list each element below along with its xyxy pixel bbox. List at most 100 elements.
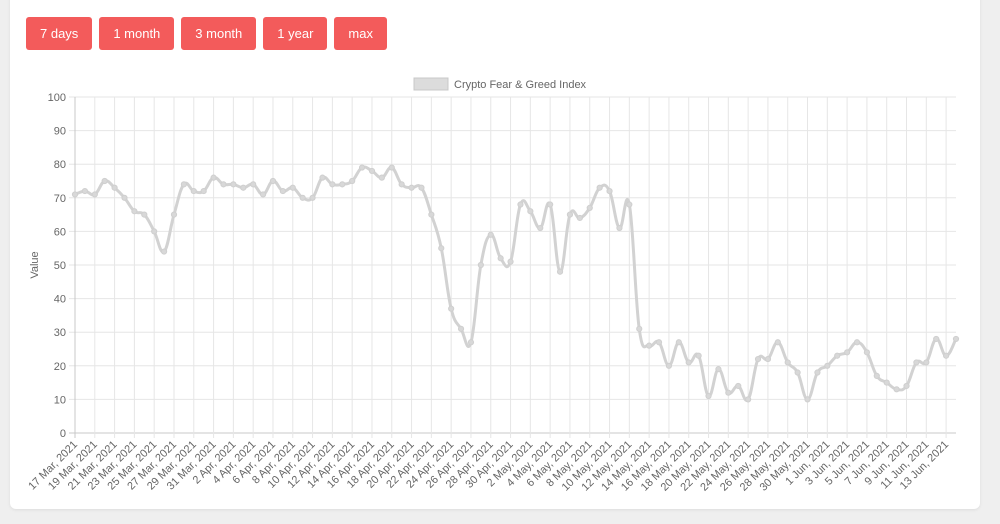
data-point[interactable]: [457, 325, 465, 332]
data-point[interactable]: [230, 181, 237, 188]
data-point[interactable]: [339, 181, 346, 188]
data-point[interactable]: [537, 224, 544, 232]
data-point[interactable]: [725, 389, 732, 396]
range-3-month-button[interactable]: 3 month: [181, 17, 257, 50]
data-point[interactable]: [299, 194, 306, 201]
y-tick-label: 100: [48, 92, 66, 104]
data-point[interactable]: [250, 181, 257, 188]
data-point[interactable]: [289, 184, 296, 191]
data-point[interactable]: [655, 339, 663, 346]
data-point[interactable]: [636, 325, 643, 332]
data-point[interactable]: [378, 174, 385, 181]
data-point[interactable]: [388, 164, 395, 171]
data-point[interactable]: [477, 261, 484, 269]
data-point[interactable]: [259, 191, 267, 198]
data-point[interactable]: [507, 258, 514, 265]
data-point[interactable]: [497, 255, 504, 262]
data-point[interactable]: [844, 349, 851, 356]
data-point[interactable]: [111, 184, 118, 191]
data-point[interactable]: [745, 396, 752, 403]
data-point[interactable]: [834, 352, 841, 359]
data-point[interactable]: [715, 366, 722, 373]
data-point[interactable]: [428, 211, 435, 218]
range-max-button[interactable]: max: [334, 17, 387, 50]
data-point[interactable]: [665, 362, 673, 369]
data-point[interactable]: [408, 184, 415, 191]
data-point[interactable]: [448, 305, 455, 312]
chart-card: [10, 0, 980, 509]
data-point[interactable]: [576, 214, 583, 222]
data-point[interactable]: [952, 335, 960, 343]
data-point[interactable]: [368, 167, 376, 175]
data-point[interactable]: [349, 177, 356, 185]
data-point[interactable]: [101, 177, 108, 185]
data-point[interactable]: [121, 194, 128, 201]
data-point[interactable]: [220, 181, 227, 188]
data-point[interactable]: [329, 181, 336, 188]
y-tick-label: 90: [54, 126, 66, 138]
range-1-month-button[interactable]: 1 month: [99, 17, 175, 50]
data-point[interactable]: [695, 352, 702, 359]
data-point[interactable]: [418, 184, 425, 191]
data-point[interactable]: [438, 245, 445, 252]
data-point[interactable]: [774, 339, 781, 346]
data-point[interactable]: [547, 201, 554, 208]
data-point[interactable]: [754, 355, 762, 363]
data-point[interactable]: [873, 372, 880, 379]
data-point[interactable]: [358, 164, 366, 171]
data-point[interactable]: [190, 187, 197, 195]
data-point[interactable]: [784, 359, 791, 366]
data-point[interactable]: [467, 339, 475, 346]
data-point[interactable]: [794, 369, 801, 376]
data-point[interactable]: [824, 362, 831, 369]
data-point[interactable]: [705, 392, 712, 400]
data-point[interactable]: [764, 355, 772, 363]
chart-legend[interactable]: Crypto Fear & Greed Index: [413, 77, 587, 91]
data-point[interactable]: [735, 382, 742, 390]
data-point[interactable]: [814, 369, 821, 376]
data-point[interactable]: [487, 231, 494, 238]
data-point[interactable]: [160, 248, 168, 255]
data-point[interactable]: [913, 359, 920, 366]
data-point[interactable]: [556, 268, 564, 275]
data-point[interactable]: [566, 211, 574, 218]
data-point[interactable]: [626, 201, 633, 208]
data-point[interactable]: [151, 228, 158, 235]
data-point[interactable]: [606, 187, 613, 195]
data-point[interactable]: [646, 342, 653, 349]
data-point[interactable]: [210, 174, 217, 181]
data-point[interactable]: [527, 208, 534, 215]
data-point[interactable]: [685, 359, 692, 366]
data-point[interactable]: [131, 208, 138, 215]
data-point[interactable]: [319, 174, 326, 181]
data-point[interactable]: [923, 359, 930, 366]
data-point[interactable]: [279, 187, 286, 195]
data-point[interactable]: [893, 386, 900, 393]
data-point[interactable]: [596, 184, 603, 191]
data-point[interactable]: [903, 382, 910, 390]
data-point[interactable]: [170, 211, 178, 218]
series-points[interactable]: [71, 164, 960, 403]
data-point[interactable]: [398, 181, 405, 188]
data-point[interactable]: [91, 191, 98, 198]
data-point[interactable]: [804, 396, 811, 403]
range-7-days-button[interactable]: 7 days: [26, 17, 93, 50]
data-point[interactable]: [200, 187, 207, 195]
data-point[interactable]: [943, 352, 950, 359]
range-1-year-button[interactable]: 1 year: [263, 17, 328, 50]
data-point[interactable]: [309, 194, 316, 201]
data-point[interactable]: [517, 201, 524, 208]
data-point[interactable]: [586, 204, 593, 211]
data-point[interactable]: [616, 224, 623, 232]
data-point[interactable]: [933, 335, 940, 343]
data-point[interactable]: [141, 211, 148, 218]
data-point[interactable]: [269, 177, 277, 185]
data-point[interactable]: [863, 349, 871, 356]
data-point[interactable]: [675, 339, 682, 346]
data-point[interactable]: [240, 184, 247, 191]
data-point[interactable]: [71, 191, 79, 198]
data-point[interactable]: [883, 379, 890, 386]
data-point[interactable]: [81, 187, 88, 195]
data-point[interactable]: [180, 181, 187, 188]
data-point[interactable]: [853, 339, 861, 346]
